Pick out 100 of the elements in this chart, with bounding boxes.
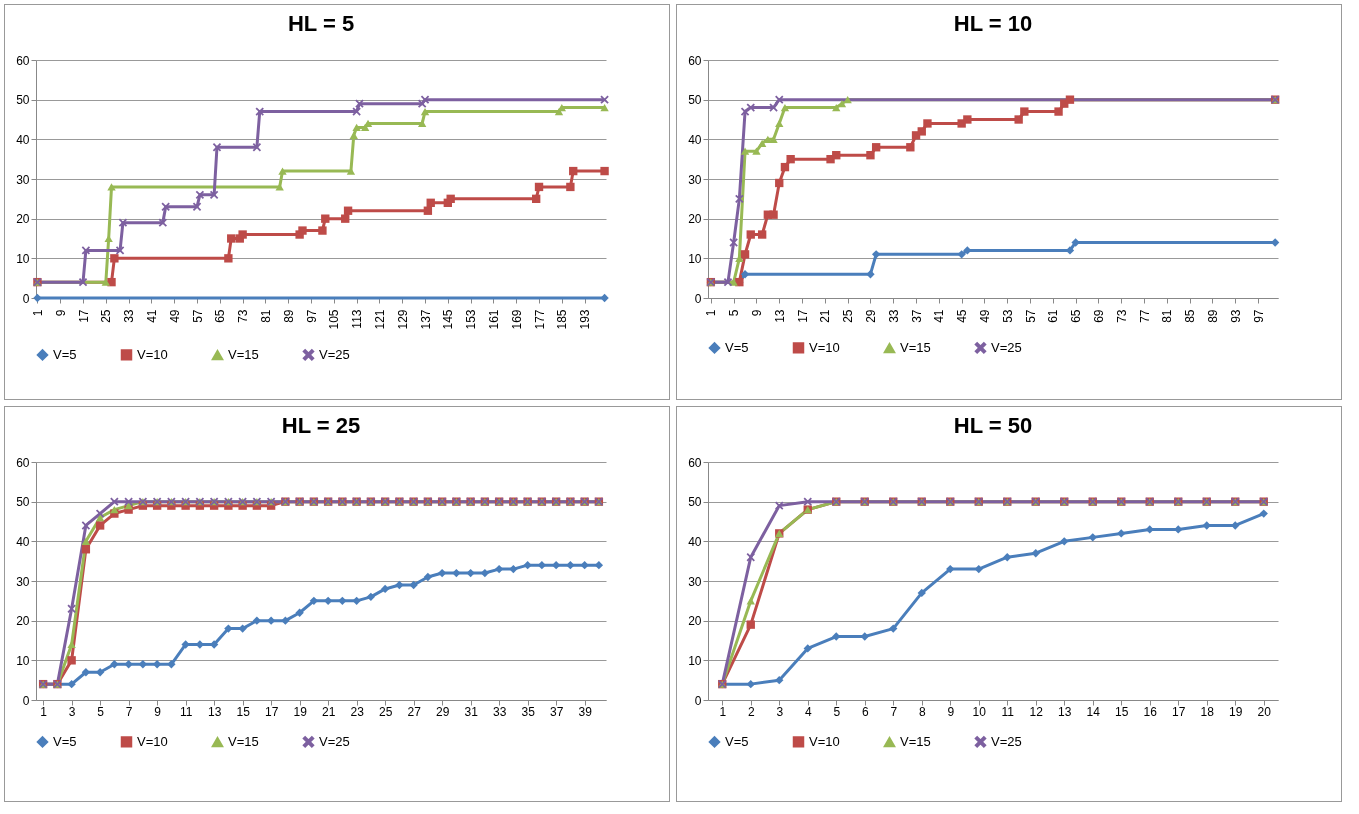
y-tick-label: 0 — [694, 291, 702, 306]
x-tick-label: 4 — [804, 704, 812, 719]
legend-label: V=10 — [809, 733, 840, 749]
x-tick-label: 8 — [918, 704, 926, 719]
x-tick-label: 65 — [213, 309, 228, 323]
x-tick-label: 3 — [776, 704, 784, 719]
x-tick-label: 53 — [1000, 309, 1015, 323]
x-tick-label: 15 — [236, 704, 251, 719]
x-tick-label: 17 — [1172, 704, 1186, 719]
x-tick-label: 25 — [841, 309, 856, 323]
legend-label: V=5 — [53, 346, 77, 362]
x-tick-label: 97 — [1251, 309, 1266, 323]
x-tick-label: 1 — [40, 704, 48, 719]
x-tick-label: 105 — [327, 309, 342, 330]
legend-label: V=15 — [228, 347, 259, 363]
x-tick-label: 81 — [258, 309, 273, 323]
x-tick-label: 85 — [1183, 309, 1198, 323]
x-tick-label: 73 — [236, 309, 251, 323]
x-tick-label: 177 — [532, 309, 547, 330]
x-tick-label: 49 — [977, 309, 992, 323]
y-tick-label: 20 — [688, 212, 702, 227]
x-tick-label: 3 — [68, 704, 76, 719]
legend-label: V=25 — [319, 733, 350, 749]
legend-label: V=25 — [319, 346, 350, 362]
legend-label: V=5 — [53, 733, 77, 749]
x-tick-label: 29 — [863, 309, 878, 323]
x-tick-label: 7 — [125, 704, 133, 719]
x-tick-label: 14 — [1086, 704, 1101, 719]
y-tick-label: 60 — [16, 455, 30, 470]
x-tick-label: 69 — [1091, 309, 1106, 323]
legend-label: V=10 — [809, 339, 840, 355]
chart-title: HL = 5 — [287, 11, 355, 36]
y-tick-label: 0 — [22, 291, 30, 306]
x-tick-label: 5 — [833, 704, 841, 719]
x-tick-label: 11 — [179, 704, 193, 719]
x-tick-label: 73 — [1114, 309, 1129, 323]
x-tick-label: 193 — [578, 309, 593, 330]
y-tick-label: 40 — [16, 132, 30, 147]
x-tick-label: 93 — [1228, 309, 1243, 323]
x-tick-label: 25 — [378, 704, 393, 719]
y-tick-label: 0 — [22, 693, 30, 708]
x-tick-label: 13 — [772, 309, 787, 323]
x-tick-label: 5 — [727, 309, 742, 317]
x-tick-label: 19 — [293, 704, 308, 719]
x-tick-label: 13 — [1058, 704, 1072, 719]
x-tick-label: 31 — [464, 704, 479, 719]
x-tick-label: 7 — [890, 704, 898, 719]
legend-label: V=5 — [725, 733, 749, 749]
legend-label: V=25 — [991, 733, 1022, 749]
x-tick-label: 27 — [407, 704, 422, 719]
x-tick-label: 97 — [304, 309, 319, 323]
x-tick-label: 145 — [441, 309, 456, 330]
x-tick-label: 137 — [418, 309, 433, 330]
legend-label: V=15 — [900, 340, 931, 356]
legend-label: V=10 — [137, 733, 168, 749]
x-tick-label: 17 — [76, 309, 91, 323]
x-tick-label: 41 — [932, 309, 947, 323]
y-tick-label: 60 — [688, 53, 702, 68]
x-tick-label: 39 — [578, 704, 593, 719]
x-tick-label: 1 — [719, 704, 727, 719]
y-tick-label: 30 — [688, 574, 702, 589]
x-tick-label: 11 — [1001, 704, 1015, 719]
x-tick-label: 153 — [464, 309, 479, 330]
x-tick-label: 17 — [264, 704, 279, 719]
y-tick-label: 30 — [688, 172, 702, 187]
legend-label: V=25 — [991, 339, 1022, 355]
x-tick-label: 65 — [1069, 309, 1084, 323]
x-tick-label: 21 — [818, 309, 833, 323]
x-tick-label: 169 — [509, 309, 524, 330]
y-tick-label: 10 — [688, 653, 702, 668]
x-tick-label: 20 — [1257, 704, 1272, 719]
legend-label: V=15 — [900, 734, 931, 750]
x-tick-label: 185 — [555, 309, 570, 330]
x-tick-label: 89 — [1205, 309, 1220, 323]
y-tick-label: 50 — [688, 495, 702, 510]
y-tick-label: 10 — [16, 251, 30, 266]
x-tick-label: 12 — [1029, 704, 1044, 719]
x-tick-label: 81 — [1160, 309, 1175, 323]
legend-label: V=15 — [228, 734, 259, 750]
x-tick-label: 9 — [749, 309, 764, 317]
x-tick-label: 33 — [122, 309, 137, 323]
x-tick-label: 1 — [30, 309, 45, 317]
legend-label: V=10 — [137, 346, 168, 362]
x-tick-label: 45 — [955, 309, 970, 323]
y-tick-label: 20 — [16, 212, 30, 227]
x-tick-label: 6 — [861, 704, 869, 719]
x-tick-label: 17 — [795, 309, 810, 323]
x-tick-label: 1 — [704, 309, 719, 317]
x-tick-label: 9 — [154, 704, 162, 719]
x-tick-label: 13 — [207, 704, 222, 719]
chart-title: HL = 25 — [281, 413, 361, 438]
x-tick-label: 5 — [97, 704, 105, 719]
chart-title: HL = 50 — [953, 413, 1033, 438]
x-tick-label: 2 — [747, 704, 755, 719]
x-tick-label: 77 — [1137, 309, 1152, 323]
x-tick-label: 15 — [1115, 704, 1129, 719]
y-tick-label: 40 — [16, 534, 30, 549]
x-tick-label: 129 — [395, 309, 410, 330]
y-tick-label: 20 — [688, 614, 702, 629]
y-tick-label: 60 — [688, 455, 702, 470]
